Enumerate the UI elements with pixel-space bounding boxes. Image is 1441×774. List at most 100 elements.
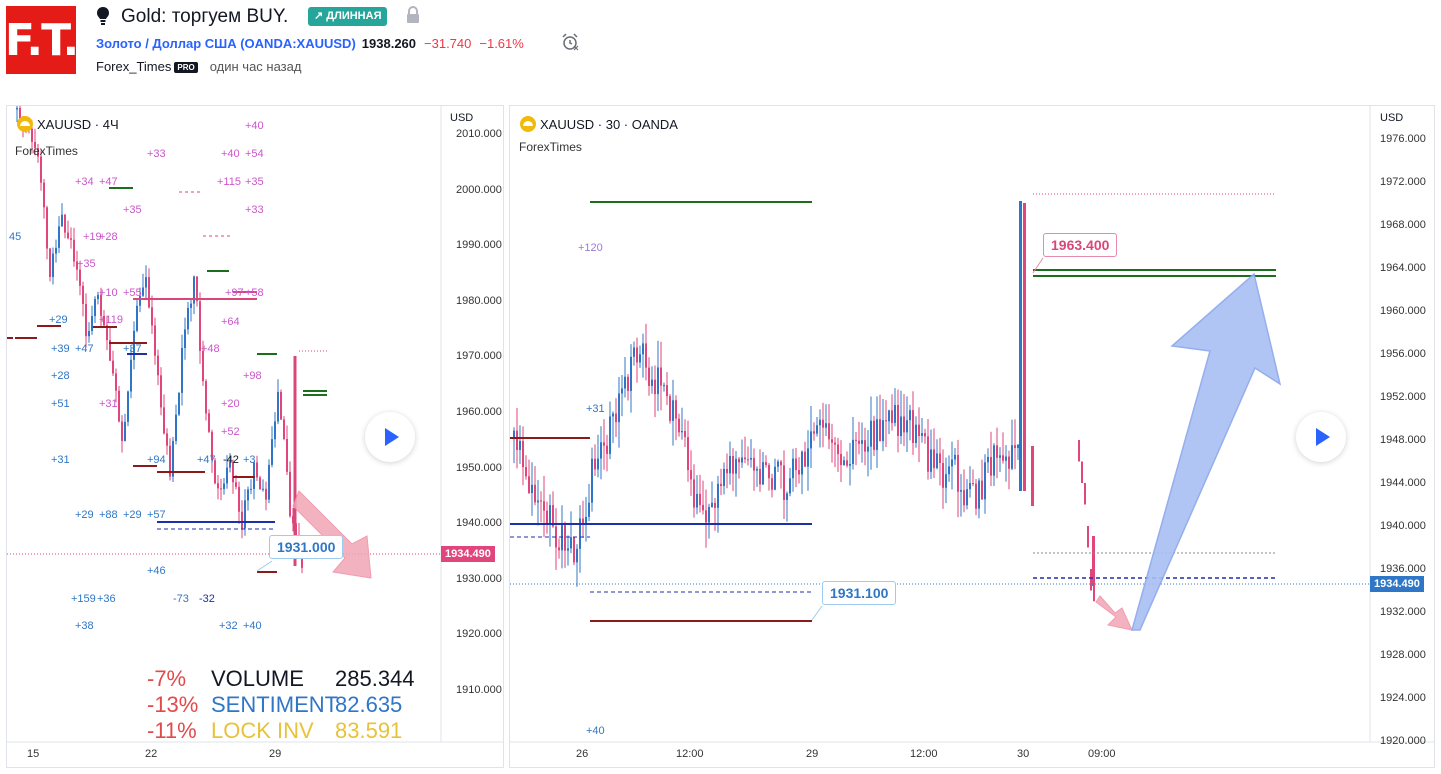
- right-candle: [702, 504, 704, 511]
- right-candle: [924, 433, 926, 437]
- trade-label: +52: [221, 426, 240, 438]
- left-candle: [91, 316, 93, 332]
- published-time: один час назад: [209, 59, 302, 74]
- right-candle: [834, 442, 836, 445]
- trade-label: +20: [221, 398, 240, 410]
- right-candle: [801, 451, 803, 475]
- right-chart-30m[interactable]: XAUUSD · 30 · OANDA ForexTimes USD 1976.…: [509, 105, 1435, 768]
- author-name[interactable]: Forex_Times: [96, 59, 172, 74]
- right-candle: [1092, 536, 1095, 586]
- left-candle: [235, 482, 237, 487]
- right-chart-author: ForexTimes: [519, 140, 582, 154]
- alarm-clock-icon[interactable]: [561, 33, 579, 51]
- left-candle: [199, 301, 201, 351]
- right-chart-legend[interactable]: XAUUSD · 30 · OANDA: [520, 116, 678, 132]
- right-candle: [906, 420, 908, 433]
- trade-label: -32: [199, 593, 215, 605]
- left-candle: [292, 516, 294, 524]
- right-y-tick: 1976.000: [1380, 133, 1426, 145]
- right-candle: [831, 439, 833, 443]
- left-candle: [166, 433, 168, 446]
- left-chart-legend[interactable]: XAUUSD · 4Ч: [17, 116, 119, 132]
- trade-label: +19: [83, 231, 102, 243]
- trade-label: +51: [51, 398, 70, 410]
- right-candle: [942, 463, 944, 488]
- left-candle: [259, 477, 261, 489]
- right-candle: [642, 343, 644, 355]
- left-candle: [175, 414, 177, 441]
- right-candle: [903, 416, 905, 433]
- right-candle: [939, 453, 941, 464]
- right-y-tick: 1944.000: [1380, 477, 1426, 489]
- right-candle: [678, 418, 680, 433]
- right-candle: [645, 343, 647, 368]
- right-candle: [858, 440, 860, 444]
- right-y-tick: 1932.000: [1380, 606, 1426, 618]
- left-candle: [46, 207, 48, 249]
- left-candle: [160, 375, 162, 408]
- right-candle: [798, 470, 800, 475]
- right-chart-canvas[interactable]: [510, 106, 1435, 768]
- symbol-link[interactable]: Золото / Доллар США (OANDA:XAUUSD): [96, 36, 356, 51]
- right-candle: [1005, 456, 1007, 461]
- trade-label: +119: [99, 314, 123, 326]
- left-y-tick: 1990.000: [456, 239, 502, 252]
- left-candle: [244, 500, 246, 529]
- right-candle: [825, 423, 827, 428]
- right-x-tick: 26: [576, 748, 589, 760]
- left-chart-canvas[interactable]: [7, 106, 504, 768]
- left-play-button[interactable]: [365, 412, 415, 462]
- price-change-pct: −1.61%: [479, 36, 524, 51]
- right-candle: [549, 505, 551, 525]
- right-candle: [516, 430, 518, 450]
- trade-label: +3: [243, 454, 256, 466]
- right-candle: [540, 500, 542, 502]
- trade-label: +88: [99, 509, 118, 521]
- right-candle: [582, 518, 584, 523]
- right-candle: [567, 548, 569, 551]
- right-candle: [960, 490, 962, 492]
- author-logo[interactable]: F.T.: [5, 6, 79, 74]
- left-candle: [274, 421, 276, 440]
- right-candle: [606, 445, 608, 454]
- right-candle: [597, 458, 599, 470]
- right-currency-label: USD: [1380, 112, 1404, 124]
- right-candle: [762, 462, 764, 485]
- right-candle: [978, 480, 980, 509]
- right-spike-candle: [1023, 203, 1026, 491]
- trade-label: +40: [243, 620, 262, 632]
- trade-label: +29: [123, 509, 142, 521]
- left-y-tick: 2000.000: [456, 183, 502, 196]
- left-candle: [247, 489, 249, 501]
- left-candle: [178, 392, 180, 415]
- right-candle: [543, 501, 545, 511]
- right-candle: [681, 430, 683, 433]
- stat-value: 83.591: [335, 718, 403, 743]
- left-candle: [31, 128, 33, 142]
- right-candle: [786, 493, 788, 500]
- right-candle: [675, 400, 677, 419]
- right-candle: [816, 425, 818, 434]
- left-currency-label: USD: [450, 112, 474, 124]
- left-candle: [100, 294, 102, 316]
- right-candle: [828, 423, 830, 440]
- right-candle: [927, 436, 929, 472]
- right-candle: [861, 440, 863, 444]
- left-y-tick: 1950.000: [456, 461, 502, 474]
- right-candle: [996, 445, 998, 458]
- right-play-button[interactable]: [1296, 412, 1346, 462]
- left-candle: [40, 156, 42, 183]
- right-candle: [660, 367, 662, 386]
- right-candle: [711, 502, 713, 507]
- left-candle: [127, 391, 129, 422]
- right-candle: [708, 506, 710, 523]
- right-candle: [627, 376, 629, 391]
- right-candle: [615, 413, 617, 423]
- left-candle: [226, 467, 228, 484]
- right-candle: [795, 458, 797, 471]
- left-chart-4h[interactable]: XAUUSD · 4Ч ForexTimes USD 2010.000 2000.…: [6, 105, 504, 768]
- left-candle: [232, 462, 234, 483]
- left-candle: [148, 277, 150, 308]
- right-candle: [963, 490, 965, 506]
- right-candle: [756, 468, 758, 471]
